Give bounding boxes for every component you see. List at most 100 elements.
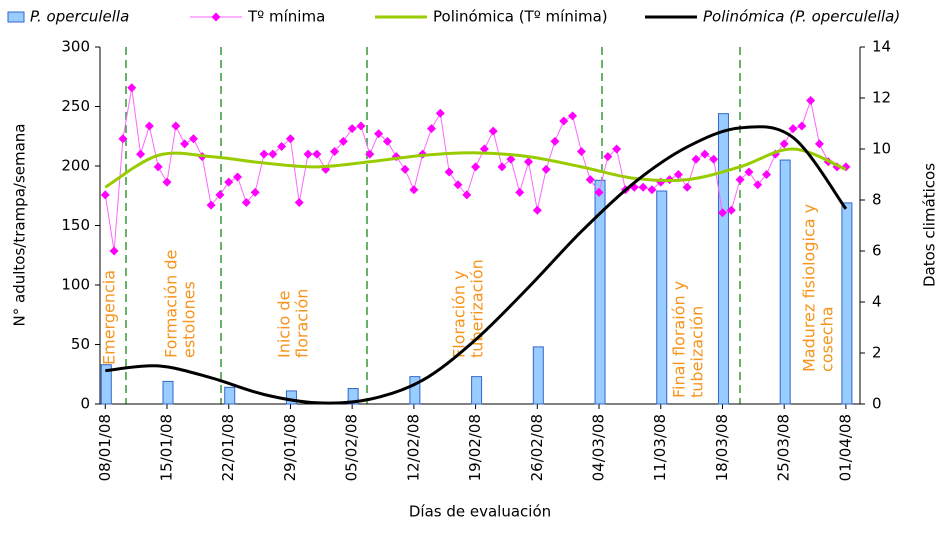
marker xyxy=(779,139,789,149)
marker xyxy=(700,149,710,159)
marker xyxy=(744,167,754,177)
marker xyxy=(814,139,824,149)
bar xyxy=(594,179,606,405)
marker xyxy=(585,175,595,185)
phase-annotation: cosecha xyxy=(818,306,837,372)
marker xyxy=(180,139,190,149)
marker xyxy=(735,175,745,185)
marker xyxy=(638,182,648,192)
phase-annotation: Emergencia xyxy=(100,270,119,365)
bar xyxy=(347,388,359,405)
phase-annotation: Final floraión y xyxy=(670,281,689,398)
x-tick-label: 04/03/08 xyxy=(590,414,608,481)
marker xyxy=(109,246,119,256)
marker xyxy=(330,147,340,157)
marker xyxy=(612,144,622,154)
marker xyxy=(188,134,198,144)
x-tick-label: 26/02/08 xyxy=(528,414,546,481)
marker xyxy=(118,134,128,144)
marker xyxy=(444,167,454,177)
bar xyxy=(471,376,483,405)
y2-tick-label: 4 xyxy=(872,293,882,311)
marker xyxy=(691,154,701,164)
marker xyxy=(427,124,437,134)
marker xyxy=(647,185,657,195)
x-tick-label: 29/01/08 xyxy=(281,414,299,481)
x-tick-label: 01/04/08 xyxy=(836,414,854,481)
marker xyxy=(594,187,604,197)
bar xyxy=(100,364,112,405)
marker xyxy=(568,111,578,121)
marker xyxy=(206,200,216,210)
bar xyxy=(162,380,174,405)
marker xyxy=(338,136,348,146)
marker xyxy=(162,177,172,187)
bar xyxy=(285,390,297,405)
marker xyxy=(717,208,727,218)
marker xyxy=(488,126,498,136)
x-tick-label: 22/01/08 xyxy=(219,414,237,481)
marker xyxy=(285,134,295,144)
marker xyxy=(762,170,772,179)
phase-annotation: Inicio de xyxy=(275,291,294,358)
x-tick-label: 08/01/08 xyxy=(96,414,114,481)
marker xyxy=(241,198,251,208)
marker xyxy=(409,185,419,195)
x-tick-label: 18/03/08 xyxy=(713,414,731,481)
marker xyxy=(453,180,463,190)
marker xyxy=(356,121,366,131)
bar xyxy=(841,202,853,405)
x-tick-label: 12/02/08 xyxy=(404,414,422,481)
bar xyxy=(717,113,729,405)
x-tick-label: 15/01/08 xyxy=(158,414,176,481)
marker xyxy=(365,149,375,159)
marker xyxy=(523,157,533,167)
phase-annotation: tubeización xyxy=(688,306,707,398)
marker xyxy=(471,162,481,172)
marker xyxy=(541,164,551,174)
marker xyxy=(312,149,322,159)
y2-tick-label: 6 xyxy=(872,242,882,260)
marker xyxy=(673,170,683,179)
marker xyxy=(506,154,516,164)
marker xyxy=(709,154,719,164)
bar xyxy=(779,159,791,405)
marker xyxy=(435,108,445,118)
legend-label: P. operculella xyxy=(30,8,129,26)
marker xyxy=(303,149,313,159)
legend-label: Polinómica (P. operculella) xyxy=(703,8,900,26)
y2-tick-label: 12 xyxy=(872,89,891,107)
marker xyxy=(100,190,110,200)
x-tick-label: 11/03/08 xyxy=(651,414,669,481)
marker xyxy=(559,116,569,126)
marker xyxy=(753,180,763,190)
marker xyxy=(347,124,357,134)
y2-axis-title: Datos climáticos xyxy=(921,163,939,287)
marker xyxy=(268,149,278,159)
series-line xyxy=(105,125,848,405)
marker xyxy=(250,187,260,197)
marker xyxy=(515,187,525,197)
y-tick-label: 200 xyxy=(61,157,90,175)
marker xyxy=(136,149,146,159)
marker xyxy=(382,136,392,146)
y2-tick-label: 8 xyxy=(872,191,882,209)
y-axis-title: N° adultos/trampa/semana xyxy=(11,124,29,327)
series-line xyxy=(104,147,847,189)
marker xyxy=(294,198,304,208)
marker xyxy=(462,190,472,200)
marker xyxy=(479,144,489,154)
marker xyxy=(550,136,560,146)
y-tick-label: 300 xyxy=(61,38,90,56)
y-tick-label: 50 xyxy=(71,335,90,353)
bar xyxy=(409,376,421,405)
legend-swatch xyxy=(7,11,25,23)
y2-tick-label: 10 xyxy=(872,140,891,158)
marker xyxy=(259,149,269,159)
marker xyxy=(400,164,410,174)
y2-tick-label: 14 xyxy=(872,38,891,56)
marker xyxy=(233,172,243,182)
marker xyxy=(497,162,507,172)
marker xyxy=(127,83,137,93)
